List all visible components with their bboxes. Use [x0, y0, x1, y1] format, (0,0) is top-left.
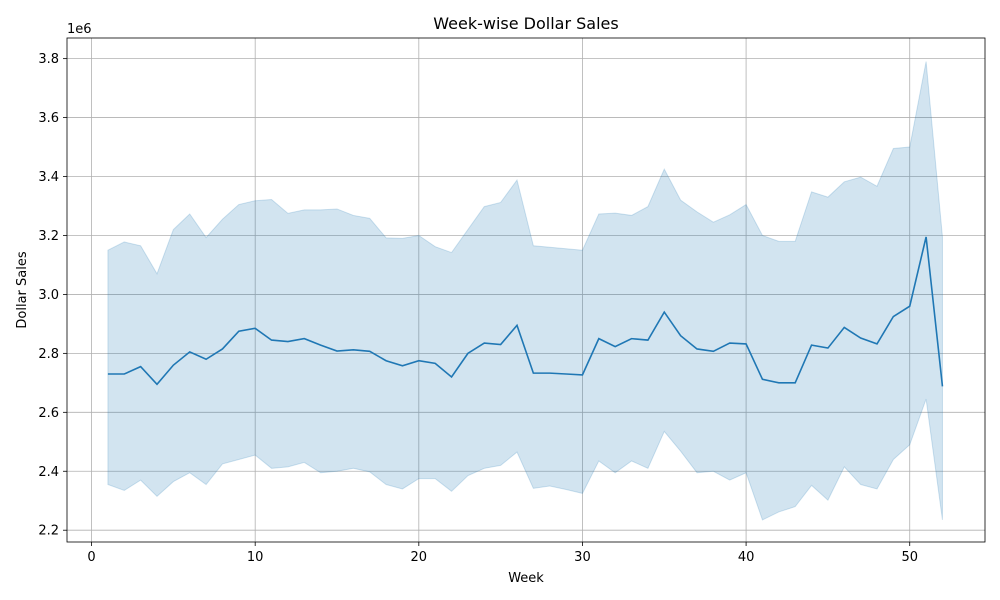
y-tick-label: 2.8 — [38, 347, 59, 362]
y-tick-label: 2.6 — [38, 406, 59, 421]
x-tick-label: 10 — [247, 550, 264, 565]
x-axis-label: Week — [508, 571, 544, 586]
gridlines — [67, 38, 985, 542]
y-tick-label: 3.8 — [38, 52, 59, 67]
y-tick-label: 3.6 — [38, 111, 59, 126]
x-tick-label: 0 — [87, 550, 95, 565]
confidence-band — [107, 61, 943, 521]
y-tick-label: 3.2 — [38, 229, 59, 244]
y-tick-label: 3.0 — [38, 288, 59, 303]
x-tick-label: 20 — [411, 550, 428, 565]
sales-line — [107, 236, 944, 387]
y-offset-label: 1e6 — [67, 22, 92, 37]
y-tick-label: 3.4 — [38, 170, 59, 185]
x-tick-label: 50 — [901, 550, 918, 565]
axis-ticks: 0 10 20 30 40 50 2.2 2.4 2.6 2.8 3.0 3.2 3.4 3.6 3.8 — [38, 52, 918, 565]
y-tick-label: 2.4 — [38, 465, 59, 480]
x-tick-label: 30 — [574, 550, 591, 565]
y-tick-label: 2.2 — [38, 524, 59, 539]
chart-title: Week-wise Dollar Sales — [433, 14, 618, 33]
x-tick-label: 40 — [738, 550, 755, 565]
plot-frame — [66, 37, 986, 543]
y-axis-label: Dollar Sales — [15, 251, 30, 328]
